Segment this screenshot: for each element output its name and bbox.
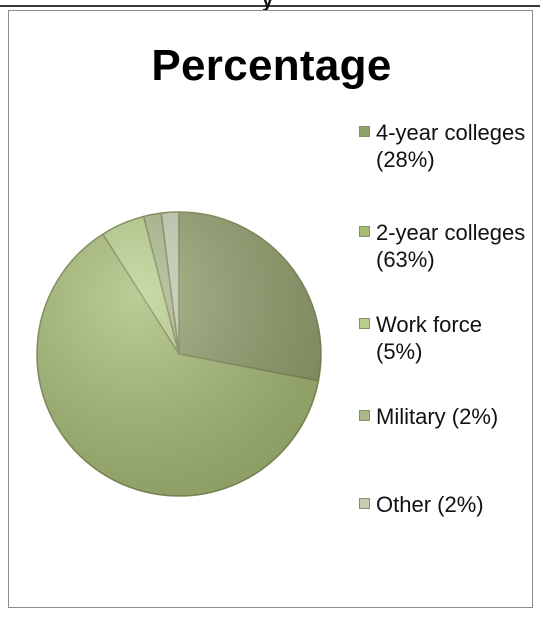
legend-label: 4-year colleges (28%)	[376, 120, 526, 172]
legend-swatch	[359, 226, 370, 237]
legend-label: Work force (5%)	[376, 312, 482, 364]
pie-chart	[36, 211, 322, 497]
legend-label: 2-year colleges (63%)	[376, 220, 526, 272]
legend-swatch	[359, 126, 370, 137]
clipped-glyph: y	[262, 0, 274, 12]
legend-swatch	[359, 410, 370, 421]
legend-swatch	[359, 498, 370, 509]
legend-label: Military (2%)	[376, 404, 499, 429]
chart-title: Percentage	[151, 41, 392, 90]
legend-label: Other (2%)	[376, 492, 484, 517]
legend-swatch	[359, 318, 370, 329]
chart-frame: Percentage 4-year colleges (28%) 2-year c…	[8, 10, 533, 608]
top-border: y	[0, 0, 540, 12]
pie-slice-4-year-colleges	[178, 211, 322, 382]
